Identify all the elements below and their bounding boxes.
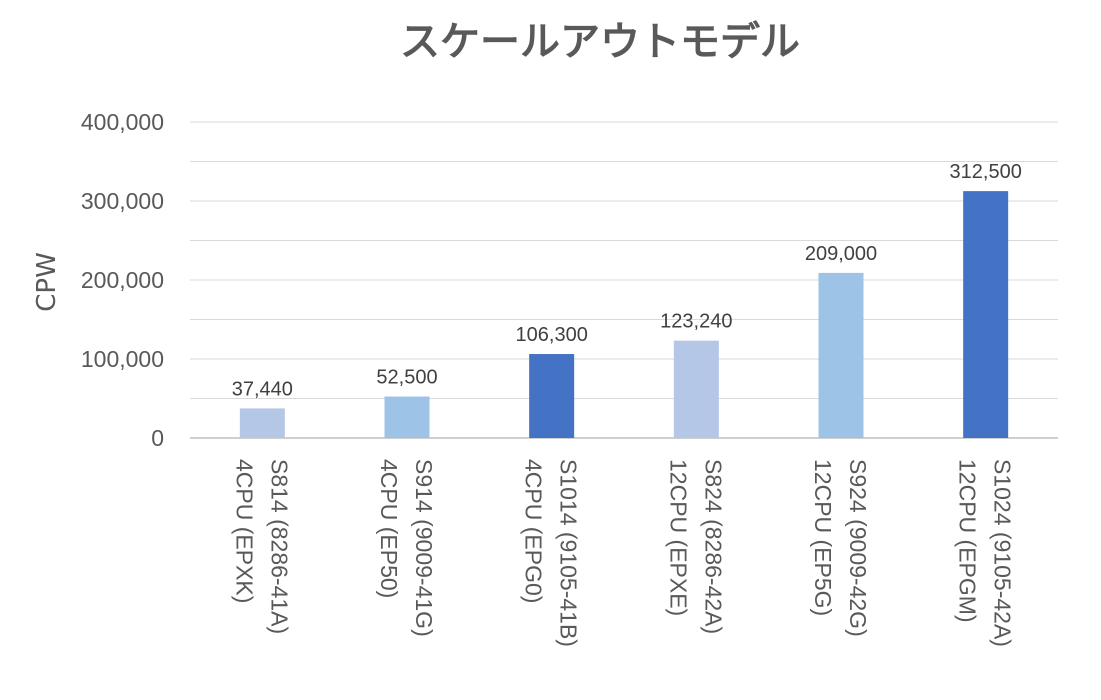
data-label: 52,500: [376, 367, 437, 389]
y-tick-label: 300,000: [81, 188, 164, 214]
y-tick-label: 100,000: [81, 346, 164, 372]
data-label: 37,440: [232, 378, 293, 400]
chart-title: スケールアウトモデル: [400, 19, 800, 65]
x-tick-label: 12CPU (EP5G): [810, 459, 836, 616]
x-tick-label: 4CPU (EPXK): [231, 459, 257, 603]
bar: [673, 340, 719, 438]
x-tick-label: 12CPU (EPGM): [955, 459, 981, 623]
bar: [384, 396, 430, 438]
y-axis-label: CPW: [32, 252, 62, 312]
bar: [818, 272, 864, 438]
y-tick-label: 200,000: [81, 267, 164, 293]
x-tick-label: S814 (8286-41A): [266, 459, 292, 634]
data-labels: 37,440 52,500 106,300 123,240 209,000 312,500: [232, 161, 1022, 400]
bars: [239, 191, 1009, 438]
y-tick-label: 400,000: [81, 109, 164, 135]
data-label: 209,000: [805, 243, 877, 265]
bar: [529, 354, 575, 438]
x-tick-label: S824 (8286-42A): [700, 459, 726, 634]
bar: [239, 408, 285, 438]
data-label: 106,300: [516, 324, 588, 346]
x-tick-label: S914 (9009-41G): [411, 459, 437, 637]
y-axis-ticks: 0 100,000 200,000 300,000 400,000: [81, 109, 164, 451]
x-tick-label: S1024 (9105-42A): [990, 459, 1016, 647]
x-tick-label: 4CPU (EP50): [376, 459, 402, 598]
x-tick-label: S1014 (9105-41B): [556, 459, 582, 647]
x-tick-label: S924 (9009-42G): [845, 459, 871, 637]
data-label: 123,240: [660, 311, 732, 333]
x-axis-ticks: S814 (8286-41A) 4CPU (EPXK) S914 (9009-41G…: [231, 459, 1015, 647]
y-tick-label: 0: [151, 425, 164, 451]
gridlines: [190, 121, 1058, 439]
x-tick-label: 4CPU (EPG0): [521, 459, 547, 603]
bar: [963, 191, 1009, 438]
data-label: 312,500: [950, 161, 1022, 183]
x-tick-label: 12CPU (EPXE): [665, 459, 691, 616]
